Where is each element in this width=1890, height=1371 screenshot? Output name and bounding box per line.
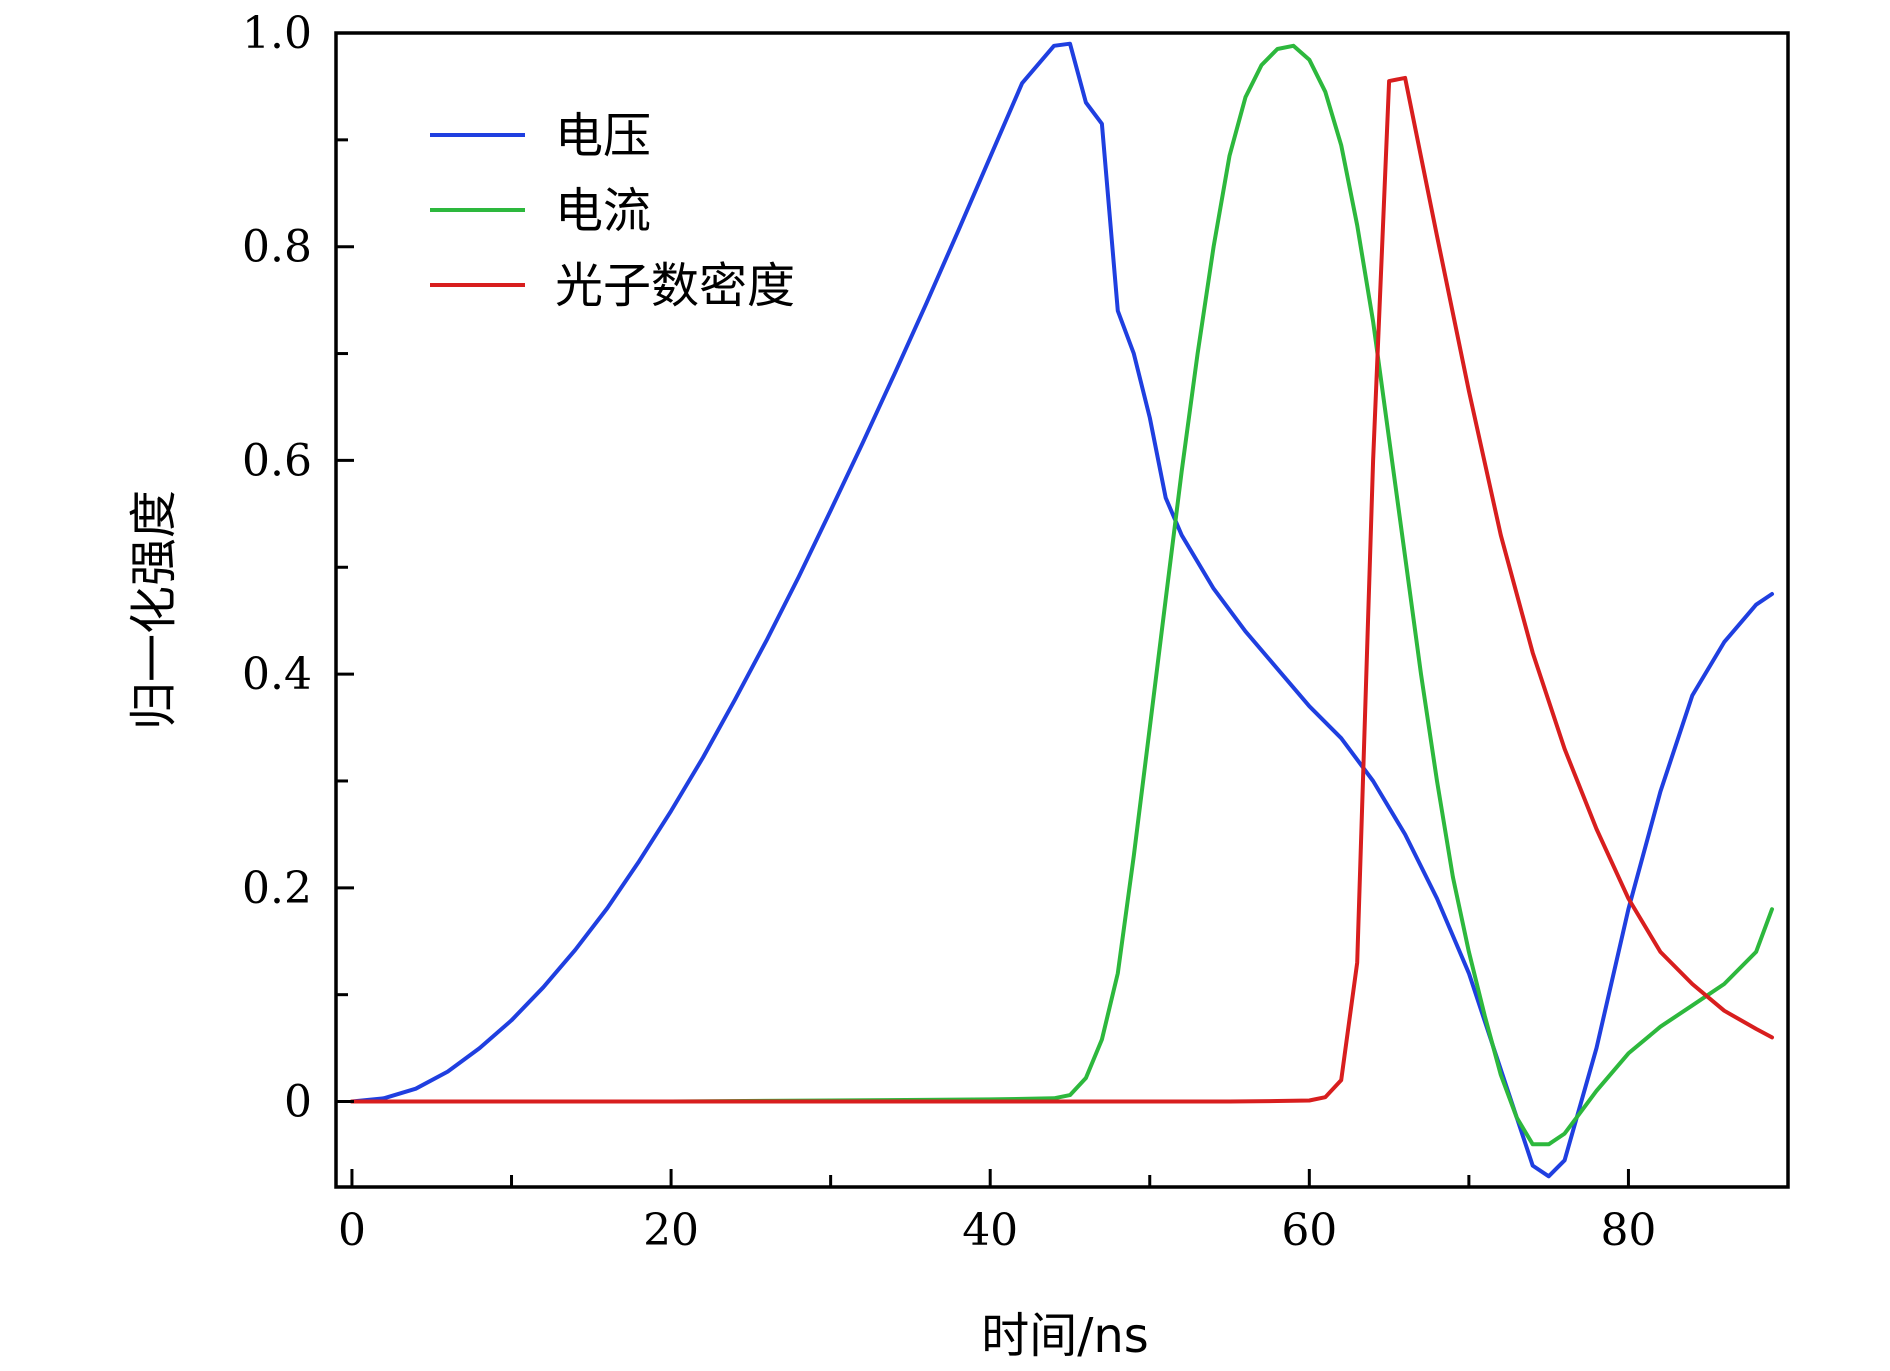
plot-frame [334,31,1790,1189]
y-tick-label: 0 [284,1077,312,1128]
legend-label-2: 电流 [555,183,651,239]
axis-ticks: 0 20 40 60 80 0 0.2 0.4 0.6 0.8 1.0 [242,8,1656,1256]
legend-label-1: 电压 [555,108,651,164]
x-tick-label: 60 [1281,1205,1337,1256]
y-axis-title: 归一化强度 [126,490,182,730]
series-line-1 [350,41,1774,1179]
series-line-2 [350,43,1774,1147]
x-axis-title: 时间/ns [981,1308,1149,1364]
y-tick-label: 0.8 [242,222,312,273]
x-tick-label: 80 [1600,1205,1656,1256]
y-tick-label: 1.0 [242,8,312,59]
legend-label-3: 光子数密度 [555,258,795,314]
x-tick-label: 40 [962,1205,1018,1256]
plot-content [350,41,1774,1179]
series-line-3 [350,75,1774,1104]
y-tick-label: 0.2 [242,863,312,914]
x-tick-label: 20 [643,1205,699,1256]
y-tick-label: 0.6 [242,435,312,486]
x-tick-label: 0 [338,1205,366,1256]
y-tick-label: 0.4 [242,649,312,700]
